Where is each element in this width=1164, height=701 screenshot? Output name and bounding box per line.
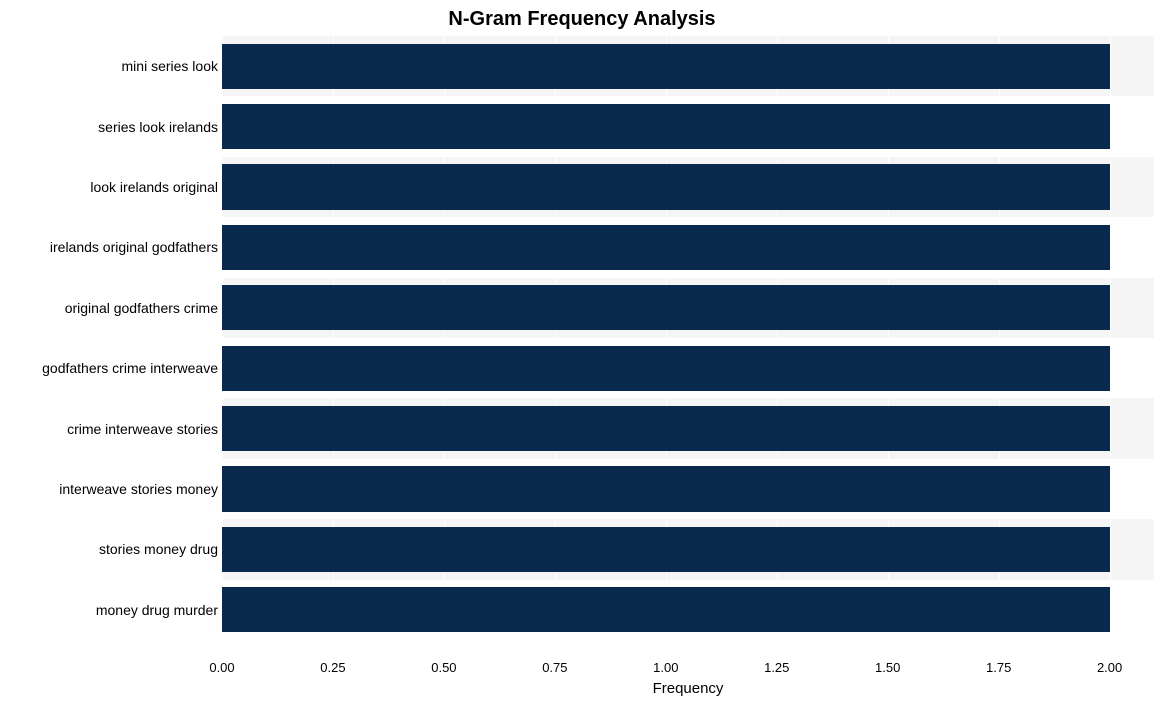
y-category-label: series look irelands [98, 119, 218, 135]
x-tick-label: 1.25 [764, 660, 789, 675]
x-tick-label: 1.00 [653, 660, 678, 675]
bar [222, 225, 1110, 270]
x-tick-label: 2.00 [1097, 660, 1122, 675]
x-tick-label: 0.50 [431, 660, 456, 675]
y-category-label: original godfathers crime [65, 300, 218, 316]
bar [222, 164, 1110, 209]
y-category-label: stories money drug [99, 541, 218, 557]
bar [222, 527, 1110, 572]
plot-area [222, 36, 1154, 640]
y-category-label: mini series look [122, 58, 218, 74]
bar [222, 44, 1110, 89]
bar [222, 285, 1110, 330]
x-axis-label: Frequency [653, 680, 724, 697]
y-category-label: money drug murder [96, 602, 218, 618]
bar [222, 104, 1110, 149]
y-category-label: interweave stories money [59, 481, 218, 497]
y-category-label: look irelands original [90, 179, 218, 195]
bar [222, 406, 1110, 451]
bar [222, 587, 1110, 632]
x-tick-label: 0.75 [542, 660, 567, 675]
bar [222, 466, 1110, 511]
y-category-label: godfathers crime interweave [42, 360, 218, 376]
chart-title: N-Gram Frequency Analysis [0, 0, 1164, 39]
y-category-label: crime interweave stories [67, 421, 218, 437]
bar [222, 346, 1110, 391]
grid-line [1110, 36, 1111, 640]
x-tick-label: 0.00 [209, 660, 234, 675]
x-tick-label: 0.25 [320, 660, 345, 675]
x-tick-label: 1.50 [875, 660, 900, 675]
ngram-frequency-chart: N-Gram Frequency Analysis Frequency [0, 0, 1164, 701]
y-category-label: irelands original godfathers [50, 239, 218, 255]
x-tick-label: 1.75 [986, 660, 1011, 675]
